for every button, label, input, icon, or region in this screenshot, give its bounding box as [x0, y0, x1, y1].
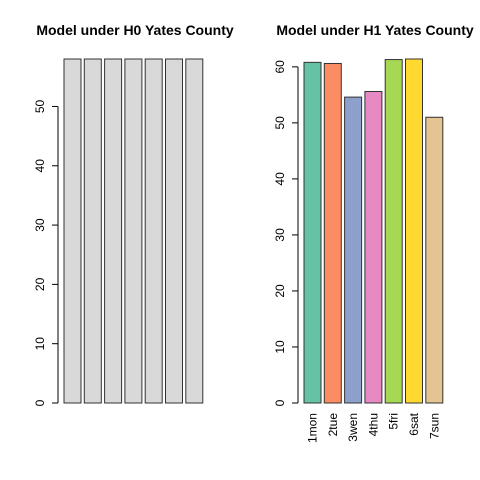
- bar-h0-4thu: [124, 58, 143, 404]
- y-tick-label-h1-30: 30: [273, 228, 287, 242]
- chart-title-h1: Model under H1 Yates County: [276, 22, 474, 38]
- x-tick-label-h1-1mon: 1mon: [306, 413, 320, 443]
- bar-h1-7sun: [425, 116, 444, 404]
- bar-h1-6sat: [405, 58, 423, 404]
- x-tick-label-h1-7sun: 7sun: [427, 413, 441, 439]
- bar-h1-4thu: [364, 90, 383, 404]
- bar-h1-5fri: [384, 59, 403, 404]
- chart-panel-h0: Model under H0 Yates County 0 10 20 30 40 50: [33, 22, 234, 406]
- y-tick-label-h1-20: 20: [273, 284, 287, 298]
- bar-h0-1mon: [63, 58, 82, 404]
- chart-title-h0: Model under H0 Yates County: [36, 22, 234, 38]
- bar-h0-5fri: [144, 58, 163, 404]
- y-tick-label-h0-30: 30: [33, 218, 47, 232]
- x-tick-label-h1-3wen: 3wen: [346, 413, 360, 442]
- bar-h0-3wen: [104, 58, 123, 404]
- y-tick-label-h0-50: 50: [33, 99, 47, 113]
- bar-h0-6sat: [165, 58, 183, 404]
- x-tick-label-h1-2tue: 2tue: [326, 413, 340, 437]
- bar-h1-1mon: [303, 61, 322, 404]
- bar-h0-2tue: [83, 58, 102, 404]
- x-tick-label-h1-4thu: 4thu: [366, 413, 380, 436]
- y-tick-label-h1-50: 50: [273, 116, 287, 130]
- y-tick-label-h1-60: 60: [273, 60, 287, 74]
- y-tick-label-h0-40: 40: [33, 159, 47, 173]
- bar-h0-7sun: [185, 58, 204, 404]
- x-tick-label-h1-6sat: 6sat: [407, 412, 421, 435]
- x-tick-label-h1-5fri: 5fri: [387, 413, 401, 430]
- y-tick-label-h0-10: 10: [33, 337, 47, 351]
- chart-panel-h1: Model under H1 Yates County 0 10 20 30 40 50 6…: [273, 22, 474, 443]
- bar-h1-2tue: [323, 62, 342, 404]
- bar-h1-3wen: [344, 96, 363, 404]
- y-tick-label-h1-10: 10: [273, 340, 287, 354]
- y-tick-label-h0-0: 0: [33, 399, 47, 406]
- y-tick-label-h0-20: 20: [33, 277, 47, 291]
- y-tick-label-h1-0: 0: [273, 399, 287, 406]
- y-tick-label-h1-40: 40: [273, 172, 287, 186]
